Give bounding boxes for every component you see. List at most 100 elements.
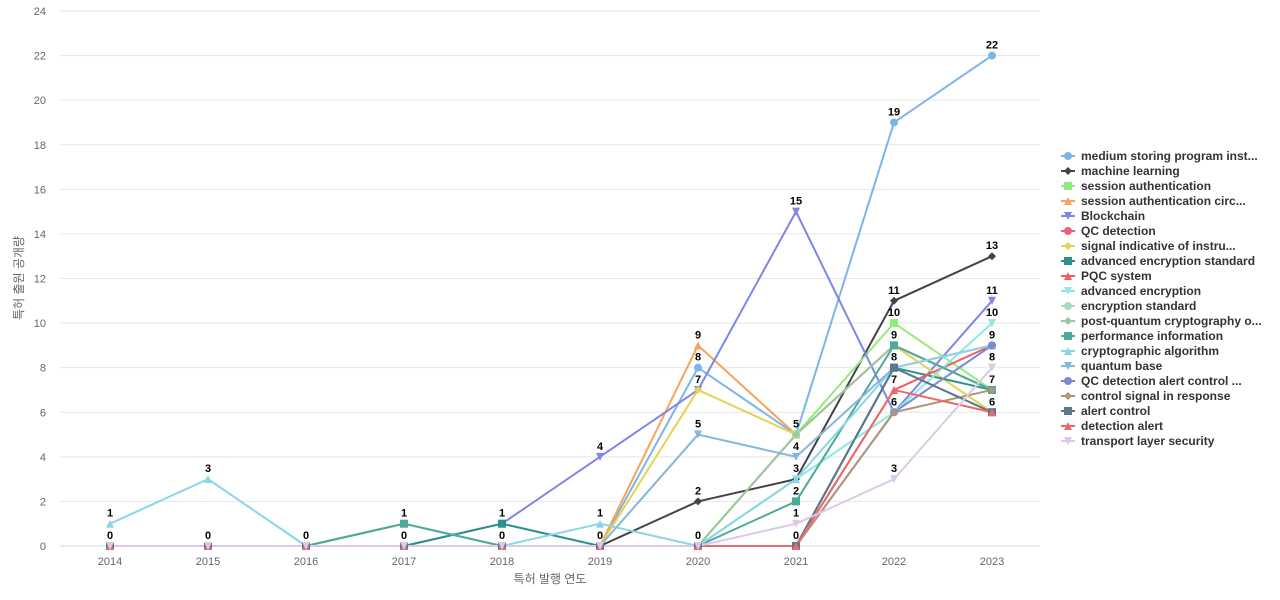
legend-label: PQC system	[1081, 269, 1152, 283]
legend-swatch-marker	[1064, 167, 1072, 175]
data-point	[596, 519, 604, 528]
series-line[interactable]	[110, 388, 993, 547]
data-point	[302, 542, 310, 550]
data-point	[988, 252, 996, 261]
legend-item[interactable]: QC detection alert control ...	[1061, 374, 1242, 388]
legend-item[interactable]: performance information	[1061, 329, 1223, 343]
data-point	[792, 207, 800, 216]
data-point	[596, 452, 604, 461]
legend-label: signal indicative of instru...	[1081, 239, 1236, 253]
data-label: 10	[986, 307, 998, 319]
data-label: 8	[891, 352, 897, 364]
data-label: 6	[891, 396, 897, 408]
y-tick-label: 10	[34, 318, 46, 330]
data-label: 11	[888, 285, 900, 297]
data-point	[792, 542, 800, 550]
data-point	[988, 51, 996, 60]
legend-item[interactable]: encryption standard	[1061, 299, 1196, 313]
data-label: 10	[888, 307, 900, 319]
legend-item[interactable]: detection alert	[1061, 419, 1163, 433]
data-label: 0	[303, 530, 309, 542]
series-line[interactable]	[110, 388, 993, 547]
legend-item[interactable]: medium storing program inst...	[1061, 149, 1258, 163]
data-point	[988, 341, 996, 350]
data-point	[792, 475, 800, 484]
legend-item[interactable]: machine learning	[1061, 164, 1180, 178]
legend-item[interactable]: session authentication circ...	[1061, 194, 1246, 208]
legend-swatch-marker	[1064, 362, 1072, 370]
legend-item[interactable]: session authentication	[1061, 179, 1211, 193]
data-point	[106, 519, 114, 528]
y-tick-label: 0	[40, 541, 46, 553]
legend-label: control signal in response	[1081, 389, 1231, 403]
data-point	[988, 363, 996, 372]
y-tick-label: 8	[40, 363, 46, 375]
legend-item[interactable]: Blockchain	[1061, 209, 1145, 223]
legend-item[interactable]: QC detection	[1061, 224, 1156, 238]
data-label: 8	[989, 352, 995, 364]
data-point	[694, 430, 702, 439]
legend-item[interactable]: quantum base	[1061, 359, 1163, 373]
data-point	[694, 497, 702, 506]
y-tick-label: 20	[34, 95, 46, 107]
legend-swatch-marker	[1064, 287, 1072, 295]
series-line[interactable]	[110, 322, 993, 547]
legend-item[interactable]: cryptographic algorithm	[1061, 344, 1219, 358]
data-label: 19	[888, 106, 900, 118]
data-label: 0	[597, 530, 603, 542]
legend-label: encryption standard	[1081, 299, 1196, 313]
data-label: 0	[499, 530, 505, 542]
data-point	[596, 542, 604, 550]
data-point	[890, 118, 898, 127]
series-line[interactable]	[110, 367, 993, 547]
legend-swatch-marker	[1064, 407, 1072, 415]
data-label: 1	[499, 508, 505, 520]
data-point	[694, 341, 702, 350]
series-lines	[109, 54, 993, 547]
x-tick-label: 2022	[882, 556, 906, 568]
legend-label: advanced encryption standard	[1081, 254, 1255, 268]
y-tick-label: 16	[34, 184, 46, 196]
data-point	[890, 408, 898, 417]
legend-swatch-marker	[1064, 272, 1072, 280]
legend-item[interactable]: signal indicative of instru...	[1061, 239, 1236, 253]
series-line[interactable]	[110, 210, 993, 547]
data-label: 0	[695, 530, 701, 542]
legend-item[interactable]: post-quantum cryptography o...	[1061, 314, 1262, 328]
legend-swatch-marker	[1064, 197, 1072, 205]
data-point	[694, 385, 702, 394]
data-point	[792, 452, 800, 461]
legend-label: medium storing program inst...	[1081, 149, 1258, 163]
data-point	[400, 519, 408, 528]
x-axis-title: 특허 발행 연도	[514, 571, 587, 586]
x-tick-label: 2014	[98, 556, 122, 568]
data-point	[792, 519, 800, 528]
data-point	[694, 542, 702, 550]
data-label: 8	[695, 352, 701, 364]
series-line[interactable]	[109, 344, 993, 547]
legend-item[interactable]: control signal in response	[1061, 389, 1231, 403]
legend-item[interactable]: advanced encryption	[1061, 284, 1201, 298]
x-tick-label: 2015	[196, 556, 220, 568]
legend-item[interactable]: alert control	[1061, 404, 1150, 418]
data-label: 5	[793, 419, 799, 431]
y-tick-label: 14	[34, 229, 46, 241]
data-label: 0	[205, 530, 211, 542]
x-tick-label: 2019	[588, 556, 612, 568]
x-tick-label: 2023	[980, 556, 1004, 568]
legend-item[interactable]: advanced encryption standard	[1061, 254, 1255, 268]
series-line[interactable]	[110, 54, 993, 547]
legend-item[interactable]: transport layer security	[1061, 434, 1215, 448]
legend-label: session authentication circ...	[1081, 194, 1246, 208]
data-label: 3	[793, 463, 799, 475]
legend-item[interactable]: PQC system	[1061, 269, 1152, 283]
y-tick-label: 4	[40, 452, 46, 464]
legend-swatch-marker	[1064, 317, 1072, 325]
data-point	[988, 296, 996, 305]
data-label: 7	[891, 374, 897, 386]
legend: medium storing program inst...machine le…	[1061, 149, 1262, 448]
legend-label: post-quantum cryptography o...	[1081, 314, 1262, 328]
legend-swatch-marker	[1064, 227, 1072, 235]
